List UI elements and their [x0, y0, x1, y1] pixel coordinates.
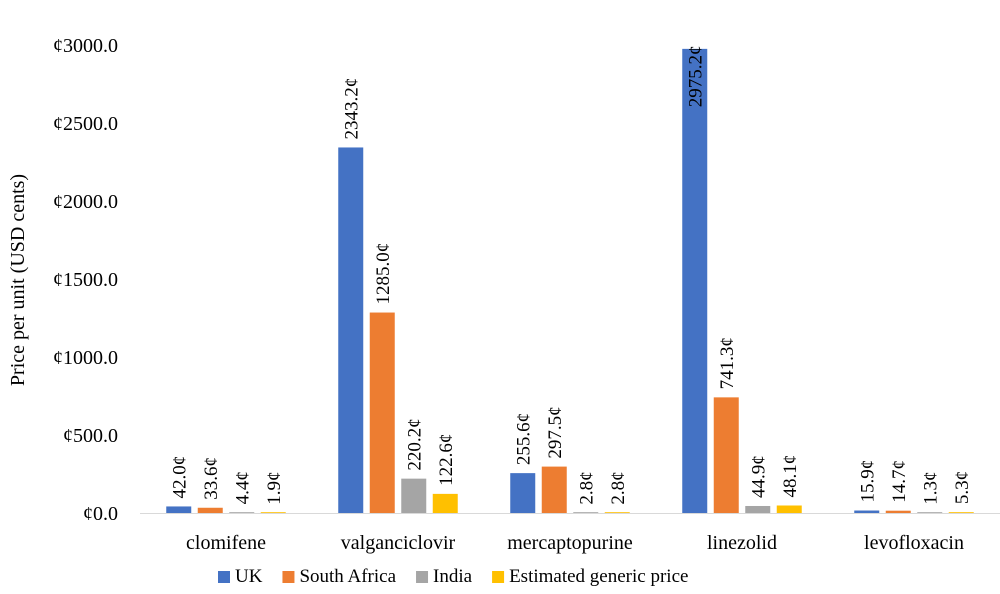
y-tick-label: ¢0.0 [83, 503, 118, 525]
category-label: mercaptopurine [507, 532, 633, 554]
bar [166, 506, 192, 513]
data-label: 2.8¢ [577, 471, 598, 504]
legend-label: South Africa [299, 566, 396, 587]
legend-swatch [492, 571, 505, 583]
bar [682, 48, 708, 513]
bar [432, 493, 458, 513]
y-tick-label: ¢1000.0 [53, 347, 118, 369]
data-label: 42.0¢ [170, 456, 191, 499]
data-label: 255.6¢ [514, 413, 535, 465]
y-tick-label: ¢3000.0 [53, 35, 118, 57]
data-label: 1285.0¢ [373, 243, 394, 305]
legend-swatch [282, 571, 295, 583]
category-label: valganciclovir [341, 532, 456, 554]
bar [713, 397, 739, 513]
data-label: 4.4¢ [233, 471, 254, 504]
bar [573, 512, 599, 513]
data-label: 2.8¢ [608, 471, 629, 504]
bar [541, 466, 567, 513]
bar [260, 512, 286, 513]
bar [854, 510, 880, 513]
y-tick-label: ¢500.0 [63, 425, 118, 447]
y-tick-label: ¢1500.0 [53, 269, 118, 291]
bar [197, 507, 223, 513]
category-label: clomifene [186, 532, 266, 554]
legend-label: UK [235, 566, 263, 587]
data-label: 1.9¢ [264, 471, 285, 504]
data-label: 33.6¢ [201, 457, 222, 500]
bar [510, 473, 536, 513]
bar [745, 505, 771, 513]
data-label: 220.2¢ [405, 418, 426, 470]
bar [604, 512, 630, 513]
y-axis-ticks: ¢0.0 ¢500.0 ¢1000.0 ¢1500.0 ¢2000.0 ¢2500.0 ¢3… [53, 35, 118, 525]
data-label: 2343.2¢ [342, 78, 363, 140]
legend-label: Estimated generic price [509, 566, 688, 587]
data-label: 48.1¢ [780, 455, 801, 498]
bar [401, 478, 427, 513]
data-label: 1.3¢ [921, 472, 942, 505]
bar [885, 510, 911, 513]
data-labels-group: 42.0¢ 33.6¢ 4.4¢ 1.9¢ 2343.2¢ 1285.0¢ 220.2¢ 12… [170, 45, 974, 504]
legend: UK South Africa India Estimated generic pri… [218, 566, 688, 587]
category-label: linezolid [707, 532, 777, 554]
y-axis-title: Price per unit (USD cents) [7, 174, 29, 386]
legend-swatch [218, 571, 230, 583]
category-labels: clomifene valganciclovir mercaptopurine lin… [186, 532, 964, 554]
category-label: levofloxacin [864, 532, 964, 554]
legend-swatch [416, 571, 429, 583]
data-label: 44.9¢ [749, 455, 770, 498]
bar [338, 147, 364, 513]
bar [229, 512, 255, 513]
data-label: 15.9¢ [858, 460, 879, 503]
data-label: 297.5¢ [545, 406, 566, 458]
data-label: 5.3¢ [952, 471, 973, 504]
bar [948, 512, 974, 513]
data-label: 741.3¢ [717, 337, 738, 389]
y-tick-label: ¢2000.0 [53, 191, 118, 213]
data-label: 2975.2¢ [686, 45, 707, 107]
legend-label: India [433, 566, 473, 587]
data-label: 122.6¢ [436, 434, 457, 486]
bar [917, 512, 943, 513]
data-label: 14.7¢ [889, 460, 910, 503]
bar [776, 505, 802, 513]
y-tick-label: ¢2500.0 [53, 113, 118, 135]
bars-group [166, 48, 974, 513]
bar [369, 312, 395, 513]
